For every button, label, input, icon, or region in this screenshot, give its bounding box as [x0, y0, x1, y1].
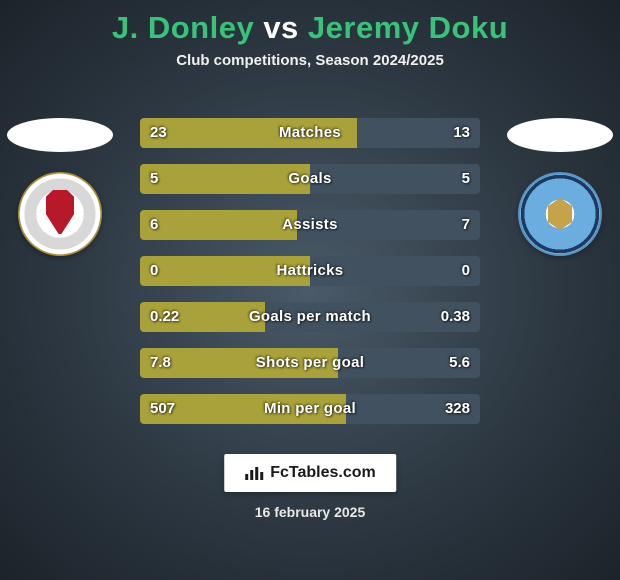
- comparison-title: J. Donley vs Jeremy Doku: [0, 0, 620, 46]
- stat-label: Goals per match: [140, 302, 480, 332]
- stat-label: Hattricks: [140, 256, 480, 286]
- stat-value-right: 13: [443, 118, 480, 148]
- stat-value-left: 5: [140, 164, 168, 194]
- stat-bars: Matches23 13 Goals5 5 Assists6 7 Hattricks0 0 Go…: [140, 118, 480, 424]
- stat-label: Matches: [140, 118, 480, 148]
- site-name: FcTables.com: [270, 464, 376, 482]
- stat-value-left: 507: [140, 394, 185, 424]
- player2-column: [500, 118, 620, 256]
- stat-value-left: 0.22: [140, 302, 189, 332]
- bars-icon: [244, 465, 264, 481]
- player1-club-crest-icon: [18, 172, 102, 256]
- site-badge: FcTables.com: [224, 454, 396, 492]
- stat-value-right: 5: [452, 164, 480, 194]
- player2-photo-placeholder: [507, 118, 613, 152]
- stat-value-right: 5.6: [439, 348, 480, 378]
- stat-value-right: 0: [452, 256, 480, 286]
- player1-name: J. Donley: [112, 10, 254, 45]
- stat-row: Assists6 7: [140, 210, 480, 240]
- stat-value-left: 0: [140, 256, 168, 286]
- player1-photo-placeholder: [7, 118, 113, 152]
- stat-value-left: 23: [140, 118, 177, 148]
- stat-value-right: 328: [435, 394, 480, 424]
- stat-label: Assists: [140, 210, 480, 240]
- player2-name: Jeremy Doku: [308, 10, 508, 45]
- stat-row: Shots per goal7.8 5.6: [140, 348, 480, 378]
- stat-row: Min per goal507 328: [140, 394, 480, 424]
- stat-label: Goals: [140, 164, 480, 194]
- stat-value-left: 7.8: [140, 348, 181, 378]
- player2-club-crest-icon: [518, 172, 602, 256]
- stat-row: Matches23 13: [140, 118, 480, 148]
- player1-column: [0, 118, 120, 256]
- stat-row: Goals5 5: [140, 164, 480, 194]
- content-area: Matches23 13 Goals5 5 Assists6 7 Hattricks0 0 Go…: [0, 118, 620, 440]
- stat-row: Goals per match0.22 0.38: [140, 302, 480, 332]
- stat-value-right: 0.38: [431, 302, 480, 332]
- footer-date: 16 february 2025: [0, 504, 620, 520]
- stat-label: Min per goal: [140, 394, 480, 424]
- vs-text: vs: [263, 10, 298, 45]
- stat-row: Hattricks0 0: [140, 256, 480, 286]
- subtitle: Club competitions, Season 2024/2025: [0, 52, 620, 69]
- stat-label: Shots per goal: [140, 348, 480, 378]
- stat-value-left: 6: [140, 210, 168, 240]
- stat-value-right: 7: [452, 210, 480, 240]
